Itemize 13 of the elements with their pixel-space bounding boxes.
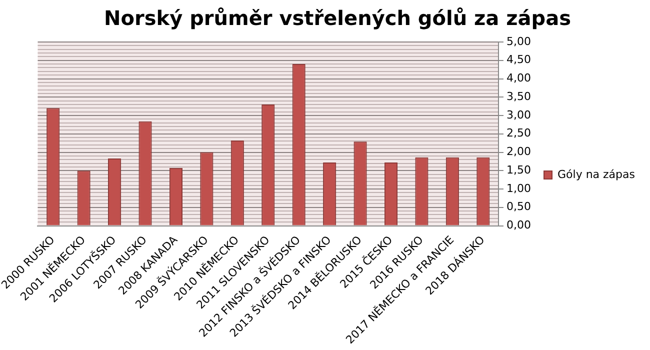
legend-label: Góly na zápas — [558, 168, 636, 181]
y-tick-label: 3,50 — [506, 90, 532, 103]
y-tick-label: 4,50 — [506, 53, 532, 66]
y-tick-label: 0,50 — [506, 200, 532, 214]
y-tick-label: 2,00 — [506, 145, 532, 158]
y-tick-label: 2,50 — [506, 126, 532, 140]
y-tick-label: 5,00 — [506, 34, 532, 48]
chart-title: Norský průměr vstřelených gólů za zápas — [104, 6, 571, 30]
y-tick-label: 1,00 — [506, 182, 532, 195]
y-tick-label: 1,50 — [506, 163, 532, 176]
y-tick-label: 4,00 — [506, 72, 532, 85]
y-tick-label: 3,00 — [506, 108, 532, 122]
y-tick-label: 0,00 — [506, 218, 532, 232]
